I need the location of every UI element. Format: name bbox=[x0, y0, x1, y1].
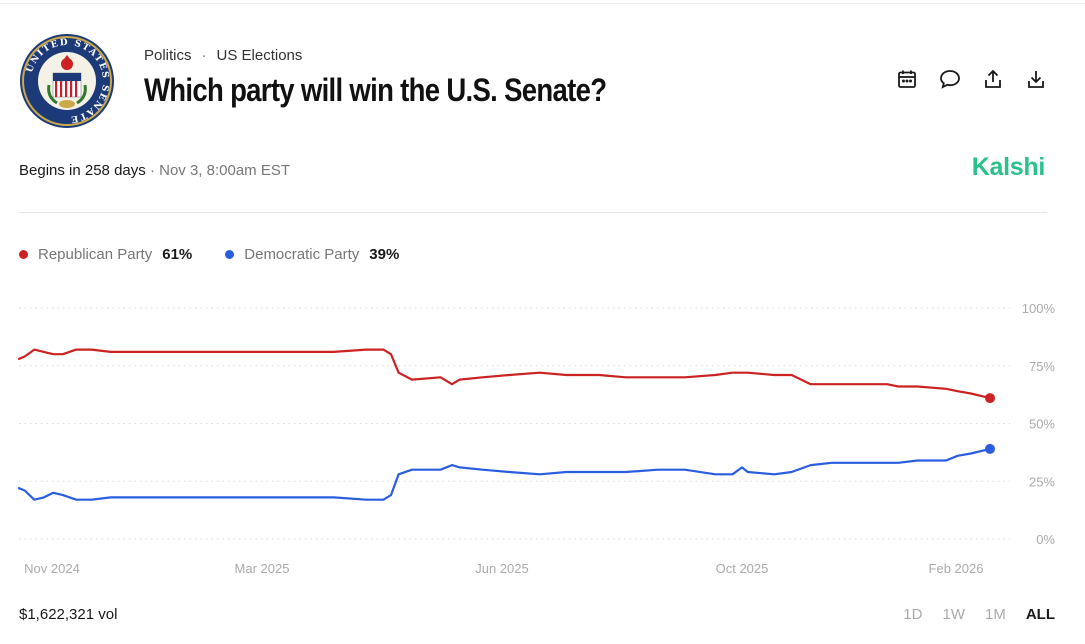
legend-item-democratic[interactable]: Democratic Party 39% bbox=[225, 246, 399, 263]
event-date: Nov 3, 8:00am EST bbox=[159, 162, 291, 179]
series-endpoint-republican[interactable] bbox=[985, 393, 995, 404]
range-1m-button[interactable]: 1M bbox=[984, 606, 1006, 623]
legend-label-republican: Republican Party bbox=[38, 246, 153, 263]
chart-legend: Republican Party 61% Democratic Party 39… bbox=[19, 246, 432, 263]
time-range-selector: 1D 1W 1M ALL bbox=[903, 606, 1055, 623]
series-line-republican bbox=[17, 348, 992, 400]
democratic-swatch-icon bbox=[225, 250, 235, 259]
calendar-icon[interactable] bbox=[896, 68, 918, 90]
header-divider bbox=[19, 212, 1047, 213]
x-tick-label: Nov 2024 bbox=[24, 561, 80, 576]
breadcrumb-us-elections[interactable]: US Elections bbox=[216, 47, 303, 64]
series-line-democratic bbox=[17, 447, 992, 501]
republican-swatch-icon bbox=[19, 250, 28, 259]
action-bar bbox=[896, 68, 1047, 90]
y-tick-label: 75% bbox=[1029, 359, 1055, 374]
series-endpoint-democratic[interactable] bbox=[985, 443, 995, 454]
breadcrumb-separator: · bbox=[201, 47, 207, 64]
y-tick-label: 50% bbox=[1029, 417, 1055, 432]
legend-item-republican[interactable]: Republican Party 61% bbox=[19, 246, 192, 263]
legend-value-democratic: 39% bbox=[369, 246, 400, 263]
comment-icon[interactable] bbox=[939, 68, 961, 90]
breadcrumb-politics[interactable]: Politics bbox=[144, 47, 192, 64]
top-divider bbox=[0, 3, 1085, 4]
event-start-info: Begins in 258 days · Nov 3, 8:00am EST bbox=[19, 162, 290, 179]
trading-volume: $1,622,321 vol bbox=[19, 606, 118, 623]
share-icon[interactable] bbox=[982, 68, 1004, 90]
y-tick-label: 0% bbox=[1036, 532, 1055, 547]
download-icon[interactable] bbox=[1025, 68, 1047, 90]
legend-label-democratic: Democratic Party bbox=[244, 246, 360, 263]
y-tick-label: 100% bbox=[1022, 301, 1056, 316]
begins-countdown: Begins in 258 days bbox=[19, 162, 146, 179]
x-tick-label: Oct 2025 bbox=[716, 561, 769, 576]
y-tick-label: 25% bbox=[1029, 474, 1055, 489]
x-tick-label: Feb 2026 bbox=[929, 561, 984, 576]
us-senate-seal-icon: UNITED STATES SENATE bbox=[19, 33, 115, 129]
legend-value-republican: 61% bbox=[162, 246, 193, 263]
range-1w-button[interactable]: 1W bbox=[942, 606, 965, 623]
status-separator: · bbox=[149, 162, 155, 179]
range-all-button[interactable]: ALL bbox=[1025, 606, 1055, 623]
price-history-chart[interactable]: 100% 75% 50% 25% 0% Nov 2024 Mar 2025 Jun 2025 O… bbox=[0, 290, 1085, 590]
x-tick-label: Jun 2025 bbox=[475, 561, 529, 576]
page-title: Which party will win the U.S. Senate? bbox=[144, 72, 607, 108]
range-1d-button[interactable]: 1D bbox=[903, 606, 923, 623]
kalshi-logo[interactable]: Kalshi bbox=[971, 153, 1046, 181]
breadcrumb: Politics · US Elections bbox=[144, 47, 302, 64]
x-tick-label: Mar 2025 bbox=[235, 561, 290, 576]
